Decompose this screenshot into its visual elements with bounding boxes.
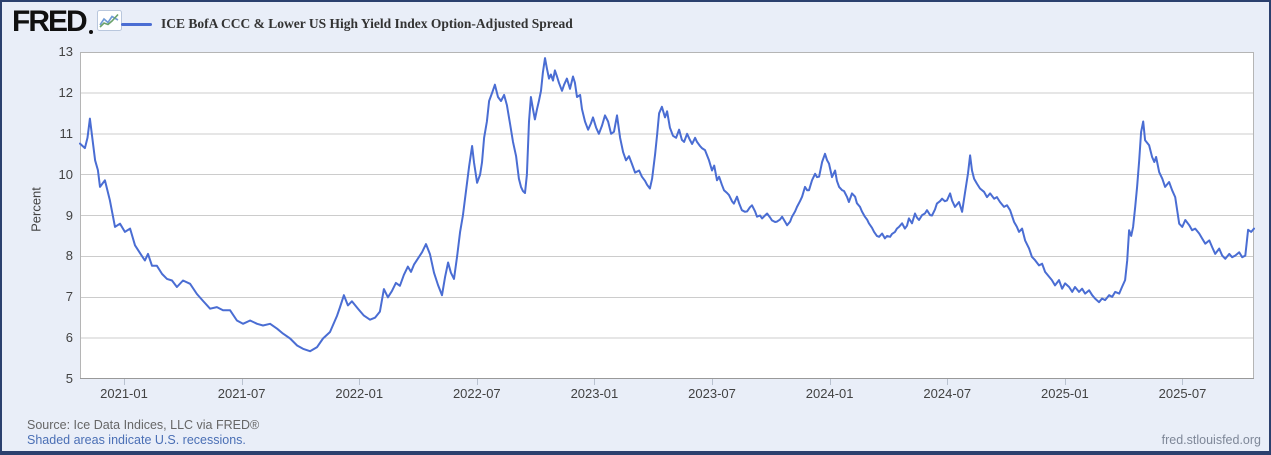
legend-line-swatch xyxy=(121,22,152,26)
y-tick-label: 9 xyxy=(65,207,73,223)
y-tick-label: 6 xyxy=(65,330,73,346)
fred-logo-text: FRED xyxy=(12,5,88,38)
line-chart-icon xyxy=(96,10,122,36)
y-tick-label: 5 xyxy=(65,371,73,386)
fred-site-link[interactable]: fred.stlouisfed.org xyxy=(1161,433,1261,447)
y-tick-label: 8 xyxy=(65,248,73,264)
x-tick-label: 2024-07 xyxy=(923,386,972,401)
x-tick-label: 2023-07 xyxy=(688,386,736,401)
source-note: Source: Ice Data Indices, LLC via FRED® xyxy=(27,418,260,432)
y-tick-label: 11 xyxy=(59,125,74,141)
x-tick-label: 2024-01 xyxy=(805,386,854,401)
x-tick-label: 2022-07 xyxy=(452,386,501,401)
x-tick-label: 2022-01 xyxy=(335,386,384,401)
y-tick-label: 13 xyxy=(58,44,73,59)
fred-logo[interactable]: FRED xyxy=(12,7,122,37)
y-tick-label: 10 xyxy=(58,166,73,182)
x-tick-label: 2025-07 xyxy=(1158,386,1207,401)
fred-logo-dot xyxy=(88,30,93,34)
x-tick-label: 2023-01 xyxy=(570,386,619,401)
legend: ICE BofA CCC & Lower US High Yield Index… xyxy=(121,16,573,32)
data-series-line xyxy=(79,57,1255,353)
recession-note-link[interactable]: Shaded areas indicate U.S. recessions. xyxy=(27,433,246,447)
x-tick-label: 2025-01 xyxy=(1041,386,1089,401)
series-title: ICE BofA CCC & Lower US High Yield Index… xyxy=(161,16,573,31)
plot-area[interactable] xyxy=(79,52,1255,385)
y-tick-label: 7 xyxy=(65,289,73,305)
x-tick-label: 2021-07 xyxy=(217,386,266,401)
y-tick-label: 12 xyxy=(58,84,73,100)
x-tick-label: 2021-01 xyxy=(100,386,148,401)
